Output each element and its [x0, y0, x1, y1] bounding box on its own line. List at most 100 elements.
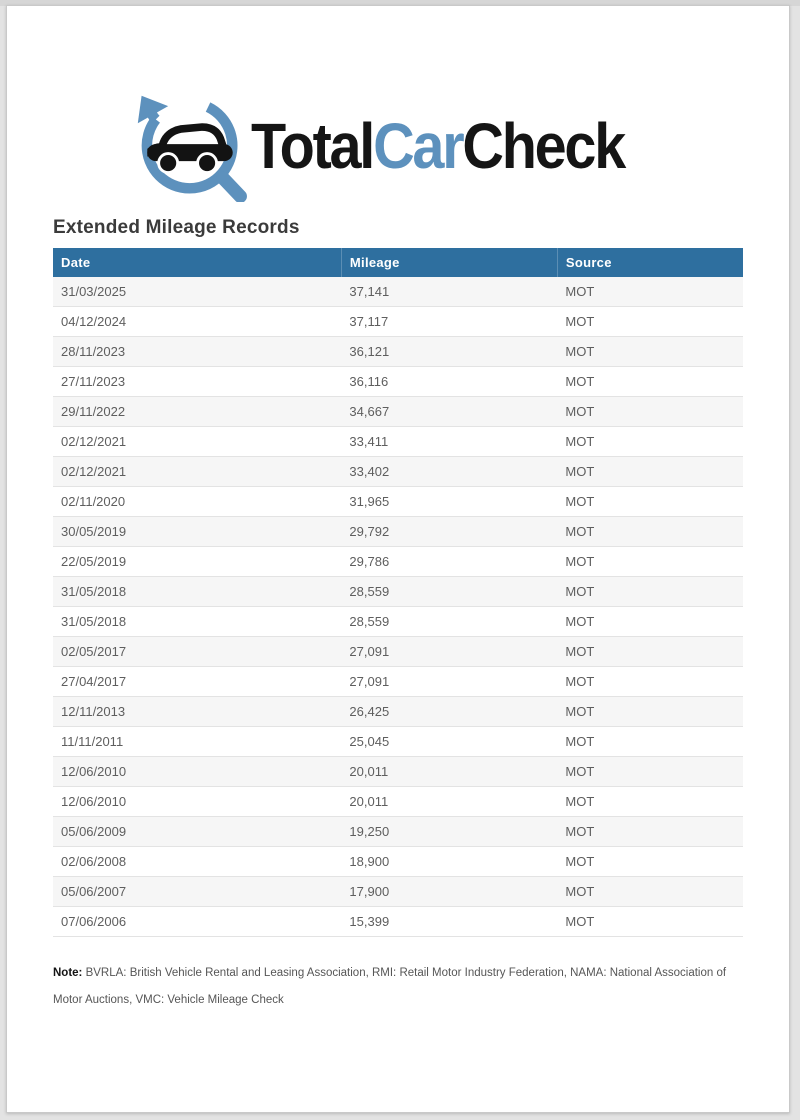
- table-row: 12/06/2010 20,011 MOT: [53, 756, 743, 787]
- report-page: TotalCarCheck Extended Mileage Records D…: [6, 5, 790, 1113]
- date-cell: 31/05/2018: [53, 576, 342, 607]
- table-row: 29/11/2022 34,667 MOT: [53, 396, 743, 427]
- mileage-cell: 36,121: [341, 336, 558, 367]
- table-row: 22/05/2019 29,786 MOT: [53, 546, 743, 577]
- date-cell: 22/05/2019: [53, 546, 342, 577]
- date-cell: 12/06/2010: [53, 756, 342, 787]
- column-header-date: Date: [53, 248, 342, 277]
- logo-word-check: Check: [462, 110, 626, 182]
- date-cell: 02/12/2021: [53, 456, 342, 487]
- table-row: 28/11/2023 36,121 MOT: [53, 336, 743, 367]
- table-header-row: Date Mileage Source: [53, 248, 743, 277]
- logo-word-total: Total: [250, 110, 375, 182]
- source-cell: MOT: [557, 516, 743, 547]
- source-cell: MOT: [557, 486, 743, 517]
- mileage-cell: 20,011: [341, 756, 558, 787]
- date-cell: 05/06/2007: [53, 876, 342, 907]
- table-row: 31/03/2025 37,141 MOT: [53, 277, 743, 307]
- source-cell: MOT: [557, 876, 743, 907]
- date-cell: 27/11/2023: [53, 366, 342, 397]
- date-cell: 30/05/2019: [53, 516, 342, 547]
- column-header-mileage: Mileage: [340, 248, 558, 277]
- table-row: 12/06/2010 20,011 MOT: [53, 786, 743, 817]
- mileage-cell: 28,559: [341, 576, 558, 607]
- date-cell: 27/04/2017: [53, 666, 342, 697]
- source-cell: MOT: [557, 756, 743, 787]
- logo-word-car: Car: [372, 110, 465, 182]
- source-cell: MOT: [557, 636, 743, 667]
- source-cell: MOT: [557, 816, 743, 847]
- mileage-cell: 28,559: [341, 606, 558, 637]
- source-cell: MOT: [557, 306, 743, 337]
- mileage-cell: 20,011: [341, 786, 558, 817]
- mileage-cell: 26,425: [341, 696, 558, 727]
- table-row: 05/06/2009 19,250 MOT: [53, 816, 743, 847]
- source-cell: MOT: [557, 576, 743, 607]
- page-title: Extended Mileage Records: [53, 217, 300, 238]
- source-cell: MOT: [557, 426, 743, 457]
- background-shade: [0, 0, 800, 6]
- table-row: 04/12/2024 37,117 MOT: [53, 306, 743, 337]
- date-cell: 07/06/2006: [53, 906, 342, 937]
- source-cell: MOT: [557, 546, 743, 577]
- table-row: 02/06/2008 18,900 MOT: [53, 846, 743, 877]
- date-cell: 31/05/2018: [53, 606, 342, 637]
- footnote: Note: BVRLA: British Vehicle Rental and …: [53, 960, 743, 1014]
- source-cell: MOT: [557, 336, 743, 367]
- table-row: 02/05/2017 27,091 MOT: [53, 636, 743, 667]
- table-row: 11/11/2011 25,045 MOT: [53, 726, 743, 757]
- date-cell: 02/11/2020: [53, 486, 342, 517]
- mileage-cell: 31,965: [341, 486, 558, 517]
- source-cell: MOT: [557, 366, 743, 397]
- table-row: 02/12/2021 33,402 MOT: [53, 456, 743, 487]
- mileage-cell: 29,786: [341, 546, 558, 577]
- mileage-cell: 19,250: [341, 816, 558, 847]
- source-cell: MOT: [557, 277, 743, 307]
- footnote-text: BVRLA: British Vehicle Rental and Leasin…: [53, 967, 727, 1006]
- mileage-cell: 37,117: [341, 306, 558, 337]
- source-cell: MOT: [557, 786, 743, 817]
- mileage-cell: 34,667: [341, 396, 558, 427]
- date-cell: 12/06/2010: [53, 786, 342, 817]
- source-cell: MOT: [557, 606, 743, 637]
- table-row: 02/12/2021 33,411 MOT: [53, 426, 743, 457]
- mileage-table-body: 31/03/2025 37,141 MOT 04/12/2024 37,117 MOT 28…: [53, 277, 743, 937]
- table-row: 07/06/2006 15,399 MOT: [53, 906, 743, 937]
- date-cell: 04/12/2024: [53, 306, 342, 337]
- mileage-cell: 25,045: [341, 726, 558, 757]
- date-cell: 05/06/2009: [53, 816, 342, 847]
- mileage-cell: 15,399: [341, 906, 558, 937]
- table-row: 02/11/2020 31,965 MOT: [53, 486, 743, 517]
- source-cell: MOT: [557, 396, 743, 427]
- mileage-cell: 37,141: [341, 277, 558, 307]
- table-row: 31/05/2018 28,559 MOT: [53, 576, 743, 607]
- totalcarcheck-logo: TotalCarCheck: [53, 90, 743, 203]
- table-row: 27/11/2023 36,116 MOT: [53, 366, 743, 397]
- mileage-records-table: Date Mileage Source 31/03/2025 37,141 MOT 0…: [53, 248, 743, 937]
- footnote-label: Note:: [53, 967, 83, 979]
- date-cell: 29/11/2022: [53, 396, 342, 427]
- source-cell: MOT: [557, 456, 743, 487]
- date-cell: 02/05/2017: [53, 636, 342, 667]
- source-cell: MOT: [557, 846, 743, 877]
- mileage-cell: 27,091: [341, 636, 558, 667]
- table-row: 05/06/2007 17,900 MOT: [53, 876, 743, 907]
- mileage-cell: 33,411: [341, 426, 558, 457]
- date-cell: 02/06/2008: [53, 846, 342, 877]
- mileage-cell: 33,402: [341, 456, 558, 487]
- column-header-source: Source: [556, 248, 743, 277]
- date-cell: 02/12/2021: [53, 426, 342, 457]
- date-cell: 12/11/2013: [53, 696, 342, 727]
- source-cell: MOT: [557, 906, 743, 937]
- mileage-cell: 18,900: [341, 846, 558, 877]
- table-row: 31/05/2018 28,559 MOT: [53, 606, 743, 637]
- source-cell: MOT: [557, 726, 743, 757]
- source-cell: MOT: [557, 696, 743, 727]
- source-cell: MOT: [557, 666, 743, 697]
- table-row: 27/04/2017 27,091 MOT: [53, 666, 743, 697]
- date-cell: 31/03/2025: [53, 277, 342, 307]
- date-cell: 11/11/2011: [53, 726, 342, 757]
- logo-wordmark: TotalCarCheck: [251, 114, 626, 178]
- date-cell: 28/11/2023: [53, 336, 342, 367]
- mileage-cell: 17,900: [341, 876, 558, 907]
